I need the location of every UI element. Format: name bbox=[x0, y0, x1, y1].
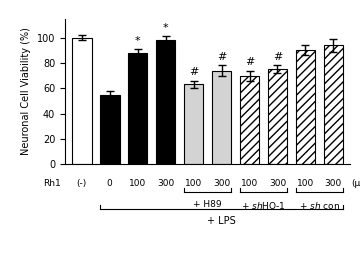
Text: #: # bbox=[189, 68, 198, 77]
Bar bbox=[72, 38, 92, 164]
Text: 300: 300 bbox=[213, 179, 230, 188]
Text: 300: 300 bbox=[157, 179, 174, 188]
Text: + $sh$HO-1: + $sh$HO-1 bbox=[241, 200, 286, 211]
Text: (-): (-) bbox=[77, 179, 87, 188]
Bar bbox=[184, 85, 203, 164]
Bar bbox=[100, 95, 119, 164]
Text: *: * bbox=[163, 23, 169, 33]
Text: + H89: + H89 bbox=[193, 200, 222, 209]
Text: 100: 100 bbox=[297, 179, 314, 188]
Y-axis label: Neuronal Cell Viability (%): Neuronal Cell Viability (%) bbox=[21, 28, 31, 155]
Text: 300: 300 bbox=[325, 179, 342, 188]
Text: + $sh$ con: + $sh$ con bbox=[299, 200, 340, 211]
Bar bbox=[212, 70, 231, 164]
Bar bbox=[296, 50, 315, 164]
Text: + LPS: + LPS bbox=[207, 216, 236, 226]
Text: 300: 300 bbox=[269, 179, 286, 188]
Text: *: * bbox=[135, 36, 140, 46]
Bar bbox=[323, 45, 343, 164]
Text: (μM): (μM) bbox=[352, 179, 361, 188]
Text: 100: 100 bbox=[241, 179, 258, 188]
Bar bbox=[156, 40, 175, 164]
Text: 100: 100 bbox=[185, 179, 202, 188]
Text: #: # bbox=[245, 57, 254, 67]
Text: #: # bbox=[217, 52, 226, 62]
Text: #: # bbox=[273, 52, 282, 62]
Text: 0: 0 bbox=[107, 179, 113, 188]
Bar bbox=[128, 53, 147, 164]
Text: 100: 100 bbox=[129, 179, 146, 188]
Bar bbox=[268, 69, 287, 164]
Text: Rh1: Rh1 bbox=[44, 179, 61, 188]
Bar bbox=[240, 76, 259, 164]
